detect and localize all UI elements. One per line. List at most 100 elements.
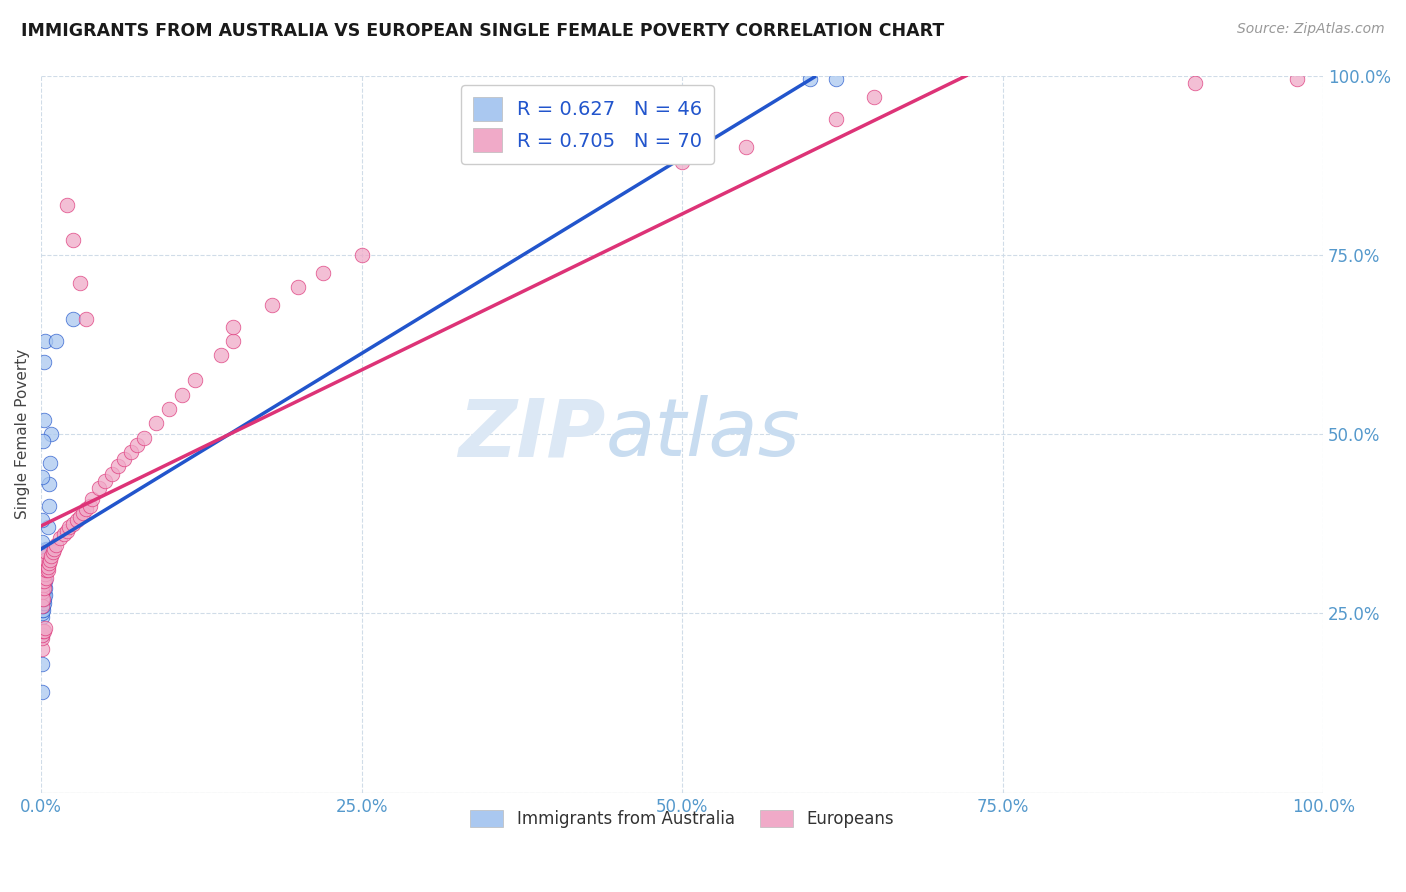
Point xyxy=(31,563,53,577)
Point xyxy=(37,559,59,574)
Point xyxy=(34,552,56,566)
Point xyxy=(31,642,53,657)
Point xyxy=(32,624,55,639)
Point xyxy=(34,566,56,581)
Point xyxy=(34,589,56,603)
Point xyxy=(38,499,60,513)
Point xyxy=(41,545,63,559)
Point xyxy=(45,334,67,348)
Point xyxy=(184,373,207,387)
Point xyxy=(825,72,848,87)
Text: IMMIGRANTS FROM AUSTRALIA VS EUROPEAN SINGLE FEMALE POVERTY CORRELATION CHART: IMMIGRANTS FROM AUSTRALIA VS EUROPEAN SI… xyxy=(21,22,945,40)
Point xyxy=(31,592,53,607)
Point xyxy=(145,417,167,431)
Point xyxy=(34,566,56,581)
Point xyxy=(69,277,91,291)
Point xyxy=(31,513,53,527)
Point xyxy=(34,559,56,574)
Point xyxy=(735,140,758,154)
Point xyxy=(671,154,693,169)
Point xyxy=(107,459,129,474)
Point xyxy=(209,348,232,362)
Text: ZIP: ZIP xyxy=(458,395,605,473)
Point xyxy=(38,556,60,570)
Point xyxy=(132,431,155,445)
Point xyxy=(69,509,91,524)
Point xyxy=(32,596,55,610)
Point xyxy=(35,545,58,559)
Point xyxy=(31,570,53,584)
Point xyxy=(82,491,104,506)
Point xyxy=(799,72,821,87)
Point xyxy=(32,355,55,369)
Point xyxy=(120,445,142,459)
Point xyxy=(62,516,84,531)
Point xyxy=(32,574,55,588)
Point xyxy=(42,541,65,556)
Point xyxy=(41,549,63,563)
Text: Source: ZipAtlas.com: Source: ZipAtlas.com xyxy=(1237,22,1385,37)
Point xyxy=(31,603,53,617)
Point xyxy=(287,280,309,294)
Point xyxy=(31,470,53,484)
Point xyxy=(31,610,53,624)
Point xyxy=(32,624,55,639)
Point xyxy=(31,603,53,617)
Point xyxy=(34,413,56,427)
Point xyxy=(825,112,848,126)
Point xyxy=(31,596,53,610)
Point xyxy=(100,467,122,481)
Point xyxy=(32,434,55,449)
Point xyxy=(32,599,55,614)
Point xyxy=(32,589,55,603)
Point xyxy=(31,599,53,614)
Point xyxy=(32,574,55,588)
Point xyxy=(35,556,58,570)
Point xyxy=(31,577,53,591)
Point xyxy=(31,534,53,549)
Point xyxy=(49,531,72,545)
Point xyxy=(31,632,53,646)
Legend: Immigrants from Australia, Europeans: Immigrants from Australia, Europeans xyxy=(464,803,901,835)
Point xyxy=(114,452,136,467)
Point xyxy=(55,524,77,538)
Point xyxy=(37,563,59,577)
Point xyxy=(75,312,97,326)
Point xyxy=(32,592,55,607)
Point xyxy=(31,607,53,621)
Point xyxy=(222,319,245,334)
Point xyxy=(79,499,101,513)
Point xyxy=(72,506,94,520)
Point xyxy=(35,563,58,577)
Point xyxy=(39,456,62,470)
Point xyxy=(38,477,60,491)
Point xyxy=(34,334,56,348)
Point xyxy=(35,541,58,556)
Point xyxy=(34,581,56,595)
Point xyxy=(66,513,89,527)
Point xyxy=(31,549,53,563)
Point xyxy=(75,502,97,516)
Point xyxy=(32,581,55,595)
Point xyxy=(31,628,53,642)
Point xyxy=(31,585,53,599)
Point xyxy=(45,538,67,552)
Point xyxy=(39,552,62,566)
Point xyxy=(127,438,149,452)
Point xyxy=(34,570,56,584)
Point xyxy=(53,527,76,541)
Point xyxy=(1286,72,1309,87)
Point xyxy=(34,574,56,588)
Point xyxy=(32,589,55,603)
Point xyxy=(37,520,59,534)
Point xyxy=(32,556,55,570)
Point xyxy=(32,592,55,607)
Point xyxy=(62,234,84,248)
Point xyxy=(34,559,56,574)
Point xyxy=(222,334,245,348)
Point xyxy=(350,248,373,262)
Point xyxy=(1184,76,1206,90)
Point xyxy=(41,427,63,442)
Point xyxy=(34,581,56,595)
Point xyxy=(172,387,194,401)
